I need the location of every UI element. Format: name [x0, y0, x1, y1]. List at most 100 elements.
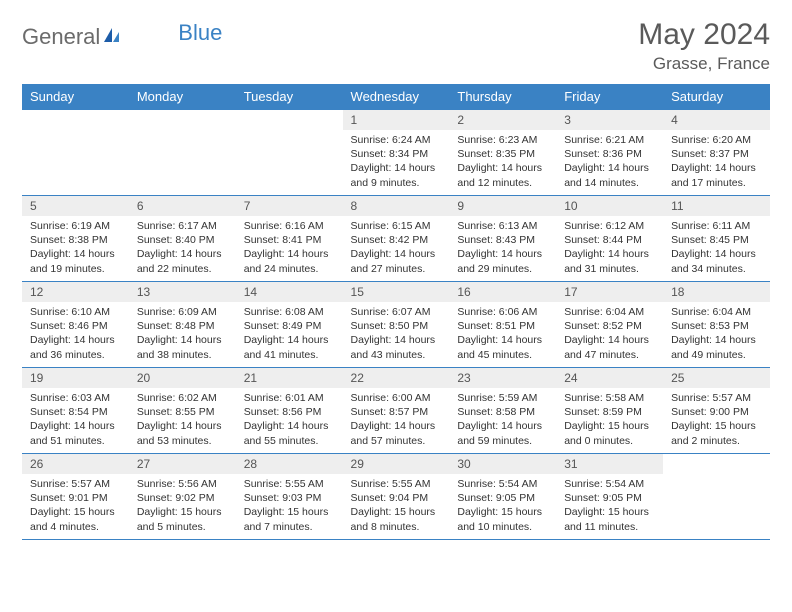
day-sunrise: Sunrise: 6:04 AM [671, 305, 762, 319]
day-daylight1: Daylight: 14 hours [564, 247, 655, 261]
day-daylight1: Daylight: 14 hours [137, 333, 228, 347]
day-daylight1: Daylight: 14 hours [244, 333, 335, 347]
calendar-day-cell: 25Sunrise: 5:57 AMSunset: 9:00 PMDayligh… [663, 368, 770, 454]
day-content: Sunrise: 6:02 AMSunset: 8:55 PMDaylight:… [129, 388, 236, 452]
day-daylight1: Daylight: 14 hours [244, 419, 335, 433]
day-daylight1: Daylight: 14 hours [351, 161, 442, 175]
day-content: Sunrise: 6:08 AMSunset: 8:49 PMDaylight:… [236, 302, 343, 366]
day-content: Sunrise: 6:19 AMSunset: 8:38 PMDaylight:… [22, 216, 129, 280]
day-content: Sunrise: 6:03 AMSunset: 8:54 PMDaylight:… [22, 388, 129, 452]
day-daylight2: and 17 minutes. [671, 176, 762, 190]
calendar-day-cell: 14Sunrise: 6:08 AMSunset: 8:49 PMDayligh… [236, 282, 343, 368]
day-number: 21 [236, 368, 343, 388]
day-sunrise: Sunrise: 5:54 AM [457, 477, 548, 491]
day-number: 23 [449, 368, 556, 388]
day-daylight1: Daylight: 15 hours [564, 419, 655, 433]
weekday-header: Wednesday [343, 84, 450, 110]
weekday-header: Saturday [663, 84, 770, 110]
calendar-day-cell: 17Sunrise: 6:04 AMSunset: 8:52 PMDayligh… [556, 282, 663, 368]
day-daylight1: Daylight: 14 hours [30, 247, 121, 261]
calendar-day-cell: 23Sunrise: 5:59 AMSunset: 8:58 PMDayligh… [449, 368, 556, 454]
day-content: Sunrise: 6:04 AMSunset: 8:52 PMDaylight:… [556, 302, 663, 366]
day-number: 19 [22, 368, 129, 388]
day-content: Sunrise: 6:10 AMSunset: 8:46 PMDaylight:… [22, 302, 129, 366]
calendar-day-cell: 19Sunrise: 6:03 AMSunset: 8:54 PMDayligh… [22, 368, 129, 454]
calendar-day-cell: . [236, 110, 343, 196]
calendar-day-cell: 18Sunrise: 6:04 AMSunset: 8:53 PMDayligh… [663, 282, 770, 368]
day-sunset: Sunset: 8:38 PM [30, 233, 121, 247]
day-sunset: Sunset: 9:02 PM [137, 491, 228, 505]
day-daylight1: Daylight: 14 hours [351, 419, 442, 433]
calendar-day-cell: 16Sunrise: 6:06 AMSunset: 8:51 PMDayligh… [449, 282, 556, 368]
day-daylight1: Daylight: 14 hours [457, 419, 548, 433]
day-sunset: Sunset: 8:45 PM [671, 233, 762, 247]
day-sunrise: Sunrise: 6:19 AM [30, 219, 121, 233]
day-daylight2: and 0 minutes. [564, 434, 655, 448]
day-daylight2: and 49 minutes. [671, 348, 762, 362]
weekday-header-row: Sunday Monday Tuesday Wednesday Thursday… [22, 84, 770, 110]
calendar-day-cell: 21Sunrise: 6:01 AMSunset: 8:56 PMDayligh… [236, 368, 343, 454]
calendar-day-cell: 7Sunrise: 6:16 AMSunset: 8:41 PMDaylight… [236, 196, 343, 282]
day-daylight1: Daylight: 14 hours [137, 247, 228, 261]
day-sunset: Sunset: 8:58 PM [457, 405, 548, 419]
day-daylight1: Daylight: 15 hours [457, 505, 548, 519]
month-title: May 2024 [638, 18, 770, 52]
title-block: May 2024 Grasse, France [638, 18, 770, 74]
day-sunrise: Sunrise: 6:08 AM [244, 305, 335, 319]
day-number: 27 [129, 454, 236, 474]
weekday-header: Monday [129, 84, 236, 110]
logo-text-1: General [22, 24, 100, 50]
day-content: Sunrise: 6:12 AMSunset: 8:44 PMDaylight:… [556, 216, 663, 280]
day-content: Sunrise: 6:23 AMSunset: 8:35 PMDaylight:… [449, 130, 556, 194]
day-content: Sunrise: 6:09 AMSunset: 8:48 PMDaylight:… [129, 302, 236, 366]
day-daylight1: Daylight: 14 hours [671, 161, 762, 175]
day-daylight2: and 41 minutes. [244, 348, 335, 362]
day-daylight2: and 4 minutes. [30, 520, 121, 534]
day-daylight2: and 59 minutes. [457, 434, 548, 448]
day-number: 12 [22, 282, 129, 302]
day-daylight1: Daylight: 15 hours [30, 505, 121, 519]
calendar-week-row: ...1Sunrise: 6:24 AMSunset: 8:34 PMDayli… [22, 110, 770, 196]
day-content: Sunrise: 5:59 AMSunset: 8:58 PMDaylight:… [449, 388, 556, 452]
day-sunrise: Sunrise: 6:03 AM [30, 391, 121, 405]
calendar-week-row: 26Sunrise: 5:57 AMSunset: 9:01 PMDayligh… [22, 454, 770, 540]
calendar-day-cell: 20Sunrise: 6:02 AMSunset: 8:55 PMDayligh… [129, 368, 236, 454]
day-sunrise: Sunrise: 6:21 AM [564, 133, 655, 147]
day-content: Sunrise: 5:55 AMSunset: 9:03 PMDaylight:… [236, 474, 343, 538]
calendar-week-row: 19Sunrise: 6:03 AMSunset: 8:54 PMDayligh… [22, 368, 770, 454]
day-sunrise: Sunrise: 6:09 AM [137, 305, 228, 319]
day-sunrise: Sunrise: 5:56 AM [137, 477, 228, 491]
day-daylight1: Daylight: 14 hours [564, 161, 655, 175]
day-sunrise: Sunrise: 6:11 AM [671, 219, 762, 233]
day-sunrise: Sunrise: 5:55 AM [244, 477, 335, 491]
day-content: Sunrise: 6:00 AMSunset: 8:57 PMDaylight:… [343, 388, 450, 452]
day-daylight2: and 36 minutes. [30, 348, 121, 362]
day-sunset: Sunset: 8:53 PM [671, 319, 762, 333]
day-number: 17 [556, 282, 663, 302]
day-sunset: Sunset: 8:44 PM [564, 233, 655, 247]
day-sunset: Sunset: 8:46 PM [30, 319, 121, 333]
day-sunrise: Sunrise: 5:55 AM [351, 477, 442, 491]
day-number: 2 [449, 110, 556, 130]
day-sunrise: Sunrise: 5:57 AM [30, 477, 121, 491]
day-number: 4 [663, 110, 770, 130]
day-number: 9 [449, 196, 556, 216]
day-number: 3 [556, 110, 663, 130]
day-sunrise: Sunrise: 6:02 AM [137, 391, 228, 405]
day-sunrise: Sunrise: 6:13 AM [457, 219, 548, 233]
calendar-day-cell: . [22, 110, 129, 196]
day-daylight2: and 9 minutes. [351, 176, 442, 190]
day-daylight1: Daylight: 14 hours [137, 419, 228, 433]
day-daylight1: Daylight: 14 hours [457, 247, 548, 261]
day-sunset: Sunset: 8:51 PM [457, 319, 548, 333]
day-sunrise: Sunrise: 6:10 AM [30, 305, 121, 319]
day-daylight1: Daylight: 14 hours [457, 161, 548, 175]
day-daylight2: and 53 minutes. [137, 434, 228, 448]
day-number: 8 [343, 196, 450, 216]
day-number: 24 [556, 368, 663, 388]
day-daylight2: and 14 minutes. [564, 176, 655, 190]
day-daylight2: and 12 minutes. [457, 176, 548, 190]
day-daylight1: Daylight: 15 hours [564, 505, 655, 519]
day-content: Sunrise: 6:15 AMSunset: 8:42 PMDaylight:… [343, 216, 450, 280]
header: General Blue May 2024 Grasse, France [22, 18, 770, 74]
